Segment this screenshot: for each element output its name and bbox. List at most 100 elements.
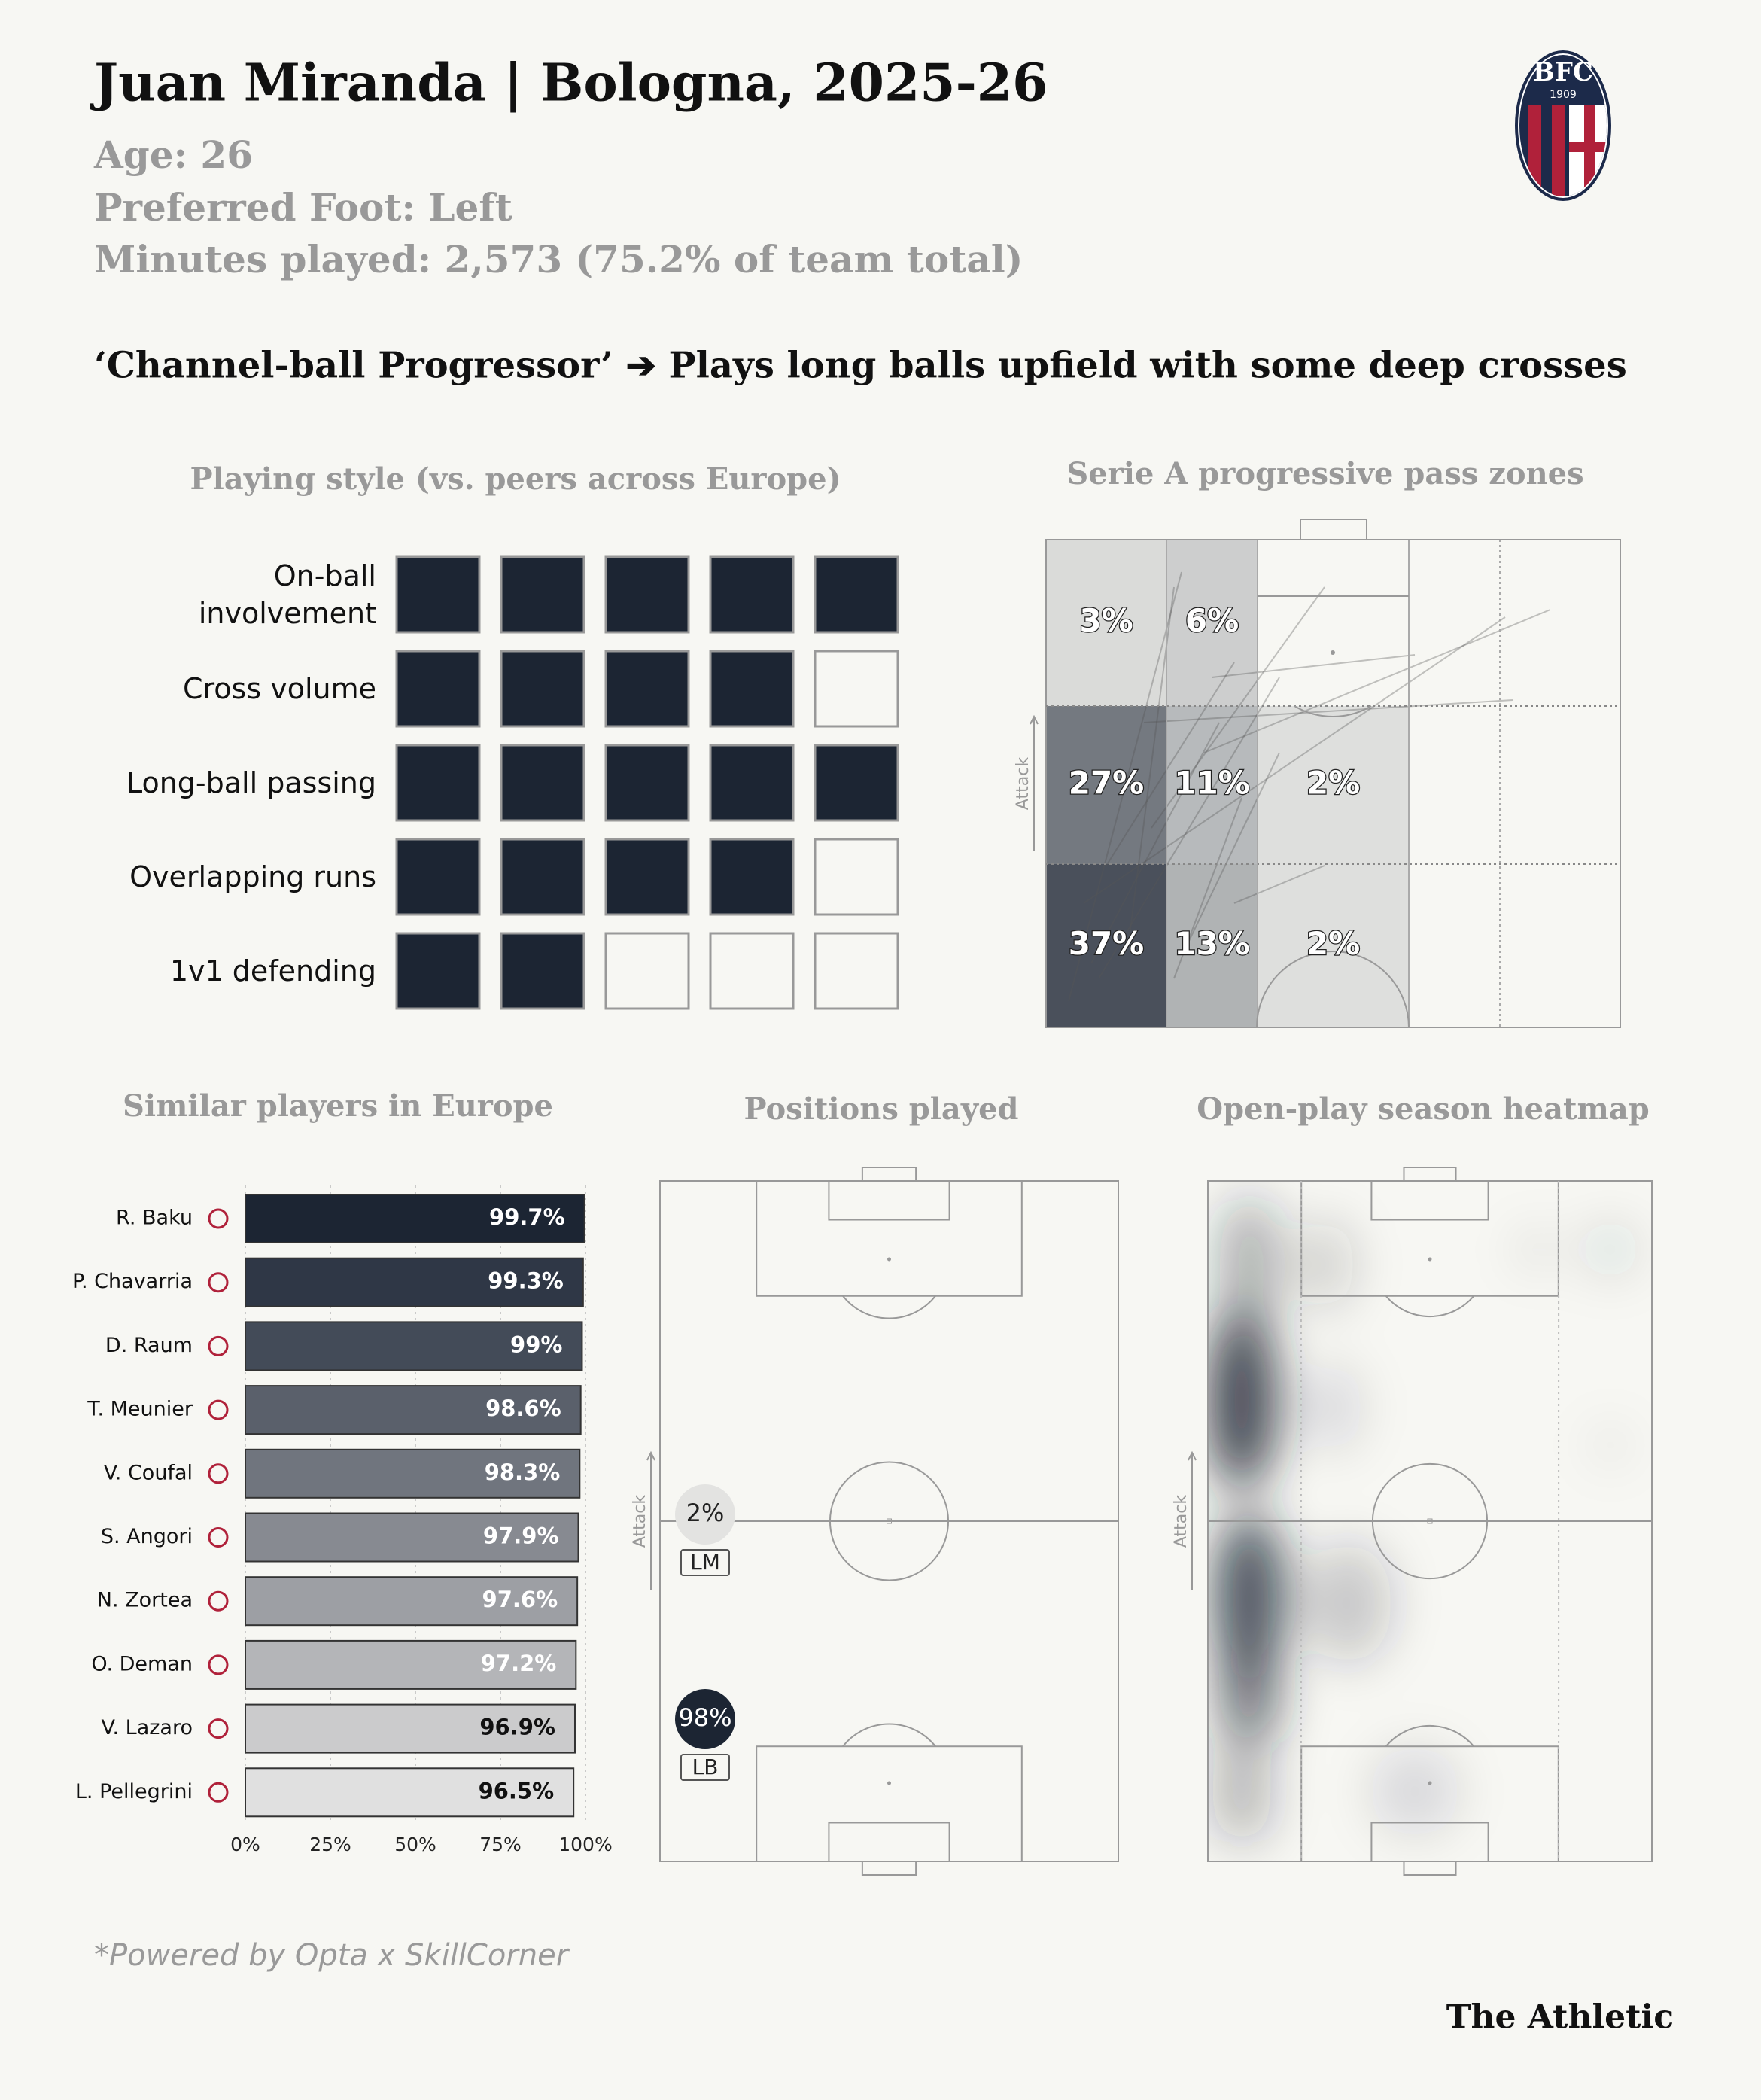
pass [1203,609,1551,753]
player-name: R. Baku [116,1207,193,1230]
heat-blob [1208,1310,1276,1490]
penalty-spot [1428,1257,1432,1262]
zone-label: 2% [1306,765,1360,802]
position-share: 98% [678,1703,731,1732]
bar [245,1194,585,1243]
centre-arc [1256,951,1410,1028]
axis-label: Attack [1014,757,1033,810]
value-label: 96.9% [479,1715,555,1740]
x-tick-label: 0% [230,1834,260,1855]
player-name: V. Lazaro [102,1716,193,1739]
club-logo: BFC 1909 [1515,50,1611,201]
foot: Preferred Foot: Left [94,185,512,230]
rating-square [814,555,899,634]
club-badge [208,1335,229,1356]
value-label: 99.3% [488,1268,564,1294]
x-tick-label: 75% [479,1834,522,1855]
value-label: 98.6% [485,1395,561,1421]
style-label: Long-ball passing [126,766,376,799]
rating-square [604,838,690,916]
style-label: Cross volume [182,672,376,705]
position-bubble [675,1689,735,1749]
value-label: 97.2% [481,1651,557,1676]
penalty-box [756,1180,1023,1297]
position-share: 2% [686,1499,725,1527]
panel-title: Positions played [744,1091,1018,1127]
goal [1403,1167,1457,1182]
player-name: T. Meunier [87,1398,193,1421]
bar [245,1576,579,1627]
heat-blob [1215,1513,1283,1678]
minutes: Minutes played: 2,573 (75.2% of team tot… [94,237,1023,282]
club-badge [208,1527,229,1548]
heat-blob [1212,1739,1272,1844]
rating-square [709,650,795,728]
zone [1166,864,1258,1027]
penalty-box [756,1745,1023,1863]
club-badge [208,1590,229,1612]
bar [245,1639,577,1690]
rating-square [500,555,585,634]
pass [1188,752,1280,942]
penalty-spot [887,1781,891,1785]
zone [1046,864,1166,1027]
bar [245,1767,575,1818]
six-yard-box [828,1180,950,1221]
pass [1090,722,1220,964]
club-badge [208,1782,229,1803]
x-tick-label: 25% [309,1834,351,1855]
heat [1208,1197,1641,1844]
pass [1211,654,1416,678]
value-label: 97.9% [483,1523,559,1549]
axis-label: Attack [631,1495,649,1548]
value-label: 97.6% [482,1587,558,1612]
x-tick-label: 50% [394,1834,436,1855]
penalty-spot [1331,650,1335,655]
bar [245,1321,583,1371]
heat-blob [1219,1197,1279,1332]
style-label: On-ball involvement [198,559,376,630]
six-yard-box [828,1822,950,1862]
rating-square [500,744,585,822]
heat-blob [1588,1423,1633,1468]
archetype: ‘Channel-ball Progressor’ ➔ Plays long b… [94,345,1627,387]
zone-label: 6% [1185,602,1239,639]
player-name: D. Raum [105,1334,193,1357]
rating-square [814,932,899,1010]
rating-square [500,838,585,916]
value-label: 96.5% [479,1778,555,1803]
goal [1403,1861,1457,1876]
axis-label: Attack [1172,1495,1191,1548]
zone-label: 2% [1306,925,1360,962]
panel-title: Similar players in Europe [123,1088,553,1124]
zone-label: 13% [1174,925,1250,962]
pass [1151,586,1325,829]
rating-square [395,650,481,728]
goal [1300,519,1367,540]
centre-spot [1427,1518,1433,1524]
player-name: V. Coufal [104,1461,193,1484]
pass [1068,571,1182,1002]
rating-square [709,932,795,1010]
position-tag [680,1754,730,1781]
rating-square [709,838,795,916]
heat-blur [1208,1197,1641,1844]
player-name: L. Pellegrini [75,1780,193,1803]
bar [245,1448,581,1499]
player-name: O. Deman [91,1652,193,1675]
zone [1046,706,1166,864]
arrow-head [646,1450,655,1461]
position-name: LM [690,1550,720,1575]
rating-square [709,555,795,634]
rating-square [604,650,690,728]
zone-label: 11% [1174,765,1250,802]
penalty-arc [842,1723,936,1747]
player-name: S. Angori [101,1525,193,1548]
club-badge [208,1718,229,1739]
rating-square [814,838,899,916]
zone-label: 3% [1079,602,1133,639]
title: Juan Miranda | Bologna, 2025-26 [90,53,1048,114]
panel-title: Playing style (vs. peers across Europe) [190,461,841,497]
